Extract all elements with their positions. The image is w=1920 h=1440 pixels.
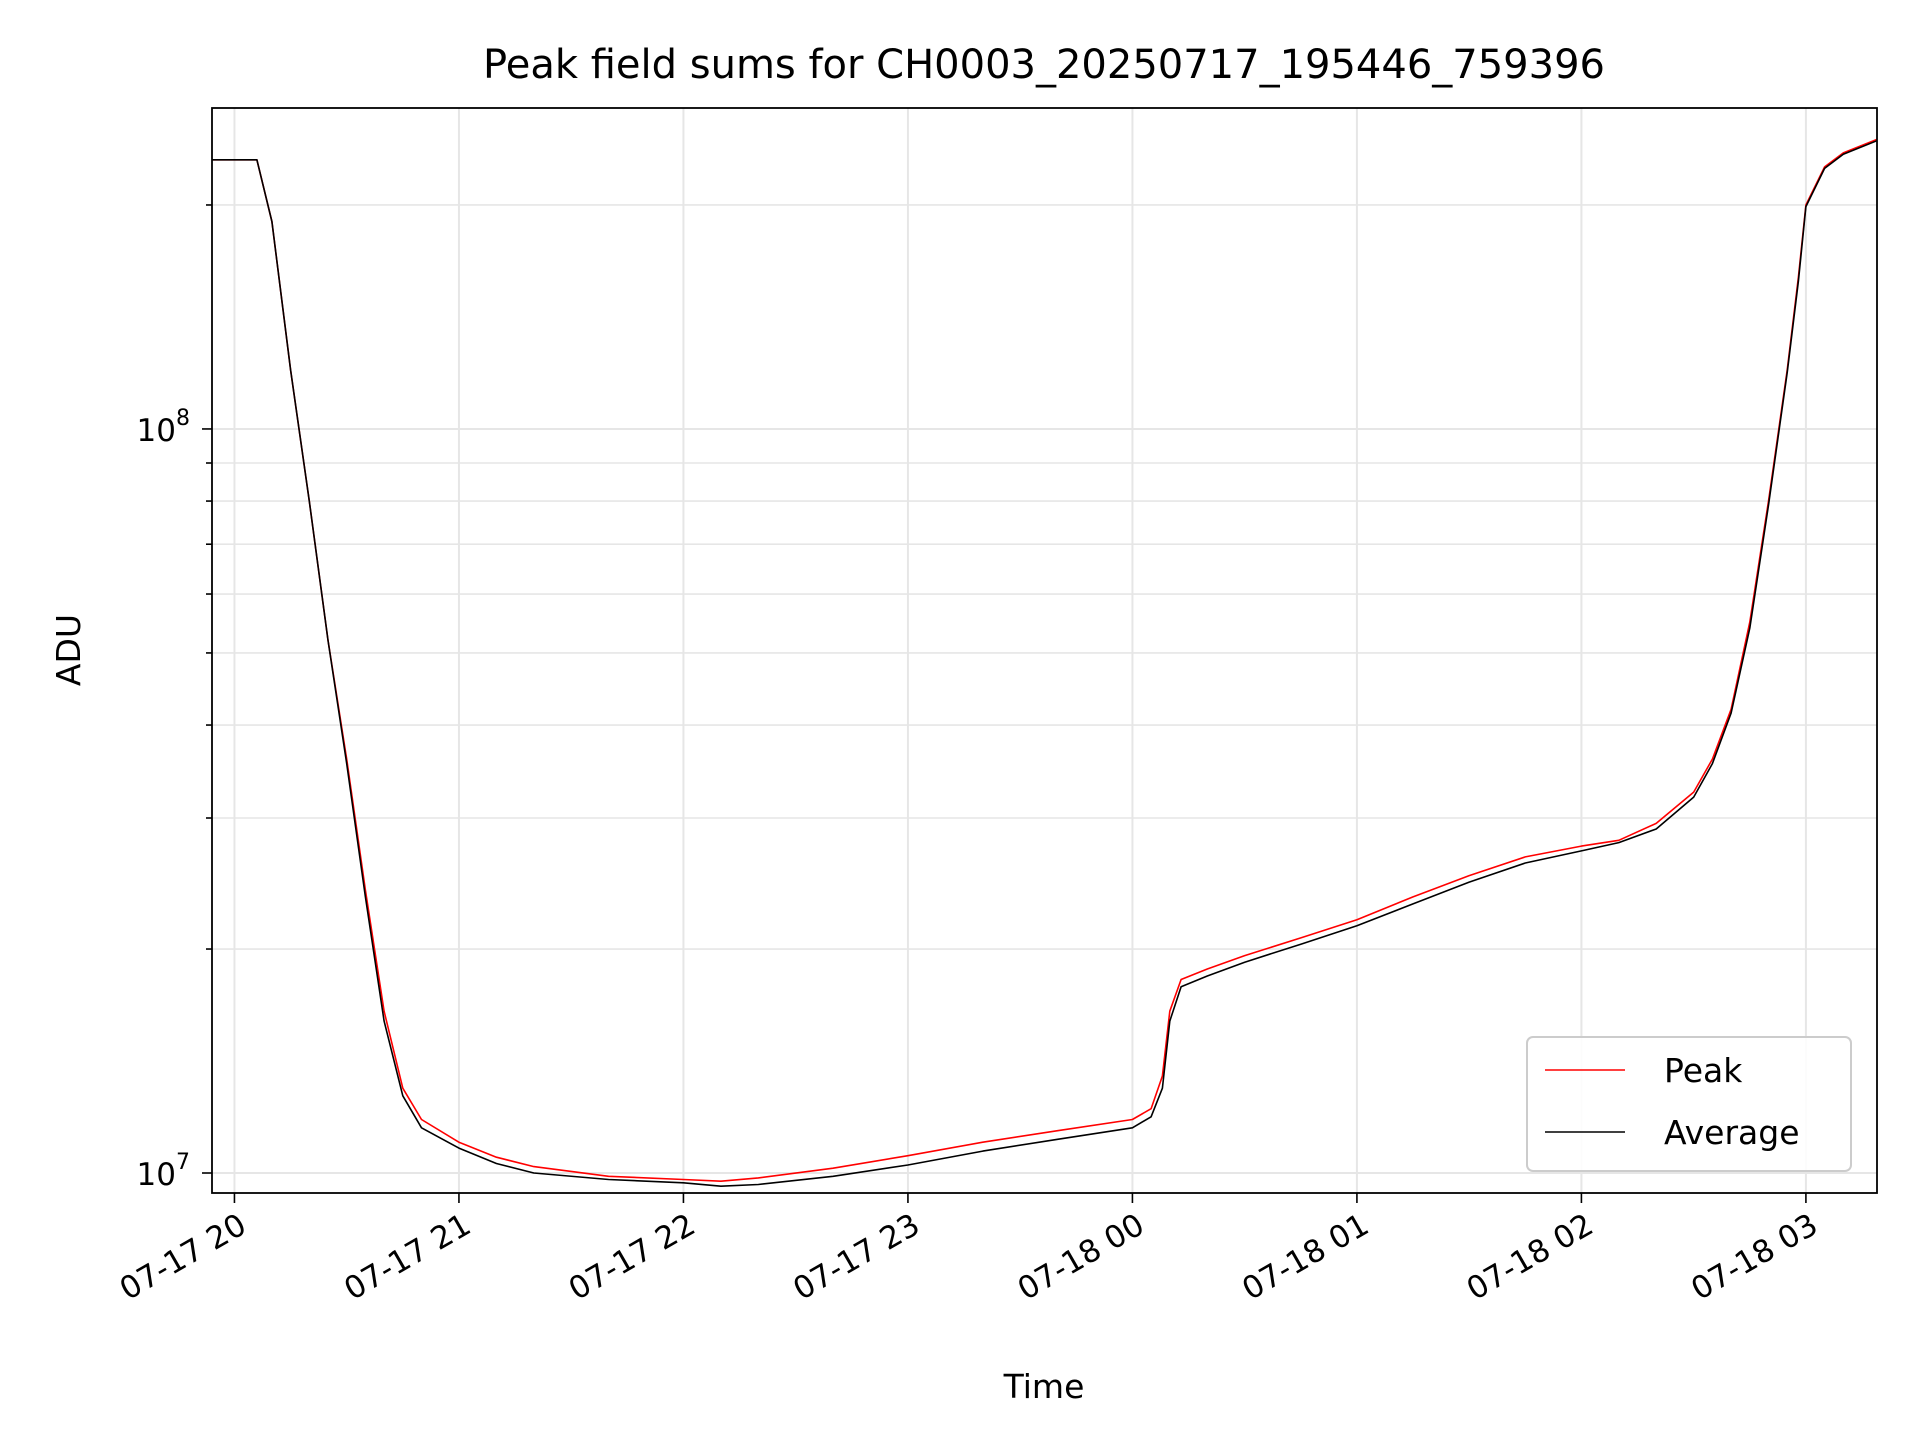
- y-tick-label: 107: [137, 1150, 190, 1193]
- chart-title: Peak field sums for CH0003_20250717_1954…: [483, 42, 1605, 88]
- x-axis-label: Time: [1003, 1367, 1085, 1406]
- grid: [212, 108, 1877, 1193]
- series-line-peak: [212, 138, 1877, 1182]
- y-axis-label: ADU: [49, 614, 88, 686]
- plot-frame: [211, 107, 1878, 1194]
- legend: Peak Average: [1526, 1036, 1852, 1172]
- series-line-average: [212, 139, 1877, 1187]
- legend-label-peak: Peak: [1664, 1051, 1743, 1090]
- series-group: [212, 138, 1877, 1187]
- y-axis: 107 108: [137, 204, 212, 1193]
- y-tick-label: 108: [137, 406, 190, 449]
- legend-label-average: Average: [1664, 1113, 1800, 1152]
